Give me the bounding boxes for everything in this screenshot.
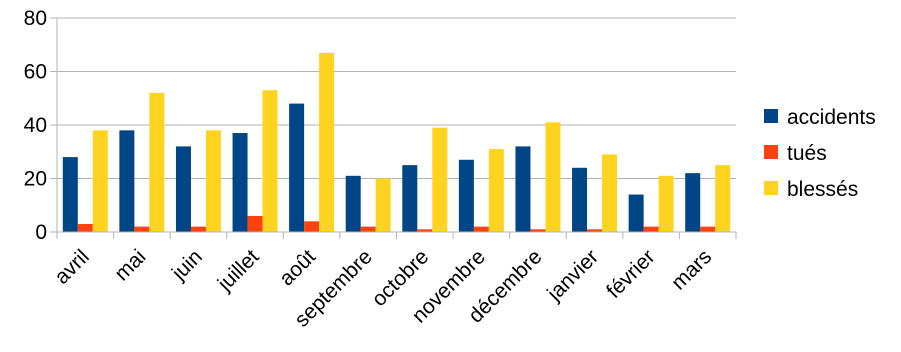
bar-blessés-mai [149, 92, 165, 233]
bar-accidents-mars [685, 173, 701, 232]
bar-tués-novembre [473, 226, 489, 232]
bar-blessés-avril [92, 130, 108, 232]
bar-blessés-juin [205, 130, 221, 232]
bar-accidents-septembre [345, 175, 361, 232]
bar-blessés-octobre [432, 127, 448, 232]
bars [62, 52, 731, 233]
bar-tués-mai [134, 226, 150, 232]
legend-swatch-blessés [764, 181, 778, 195]
bar-blessés-février [658, 175, 674, 232]
bar-tués-avril [77, 223, 93, 232]
x-tick-label-3: juillet [213, 245, 264, 296]
bar-tués-janvier [587, 229, 603, 232]
y-tick-label: 40 [24, 114, 47, 137]
bar-tués-septembre [360, 226, 376, 232]
y-tick-label: 0 [35, 221, 47, 244]
x-tick-label-10: février [602, 245, 660, 303]
bar-accidents-juillet [232, 133, 248, 232]
x-tick-label-0: avril [50, 245, 93, 288]
bar-accidents-juin [175, 146, 191, 232]
bar-blessés-mars [715, 165, 731, 232]
y-tick-label: 20 [24, 168, 47, 191]
bar-accidents-janvier [572, 167, 588, 232]
y-tick-label: 80 [24, 7, 47, 30]
x-axis-tick-labels: avril mai juin juillet aoûtseptembreoctobren… [50, 245, 716, 332]
y-axis-tick-labels: 0 20 40 60 80 [24, 7, 47, 244]
x-tick-label-4: août [275, 245, 320, 290]
axes [50, 18, 737, 239]
x-tick-label-1: mai [110, 245, 150, 285]
y-tick-label: 60 [24, 61, 47, 84]
legend-swatch-accidents [764, 109, 778, 123]
bar-tués-février [643, 226, 659, 232]
legend-swatch-tués [764, 145, 778, 159]
bar-blessés-décembre [545, 122, 561, 232]
bar-blessés-janvier [602, 154, 618, 232]
bar-accidents-octobre [402, 165, 418, 232]
bar-accidents-août [289, 103, 305, 232]
bar-tués-décembre [530, 229, 546, 232]
legend: accidents tués blessés [764, 106, 876, 201]
bar-blessés-novembre [488, 149, 504, 232]
x-tick-label-9: janvier [542, 245, 603, 306]
bar-accidents-novembre [458, 159, 474, 232]
bar-tués-août [304, 221, 320, 232]
bar-accidents-février [628, 194, 644, 232]
x-tick-label-11: mars [667, 245, 716, 294]
bar-blessés-août [319, 52, 335, 233]
bar-blessés-juillet [262, 90, 278, 232]
bar-blessés-septembre [375, 178, 391, 232]
bar-accidents-avril [62, 157, 78, 232]
legend-label-tués: tués [787, 142, 827, 165]
bar-tués-mars [700, 226, 716, 232]
bar-accidents-mai [119, 130, 135, 232]
legend-label-blessés: blessés [787, 178, 858, 201]
bar-tués-juillet [247, 215, 263, 232]
bar-accidents-décembre [515, 146, 531, 232]
bar-tués-octobre [417, 229, 433, 232]
x-tick-label-2: juin [167, 245, 207, 285]
legend-label-accidents: accidents [787, 106, 876, 129]
bar-tués-juin [190, 226, 206, 232]
